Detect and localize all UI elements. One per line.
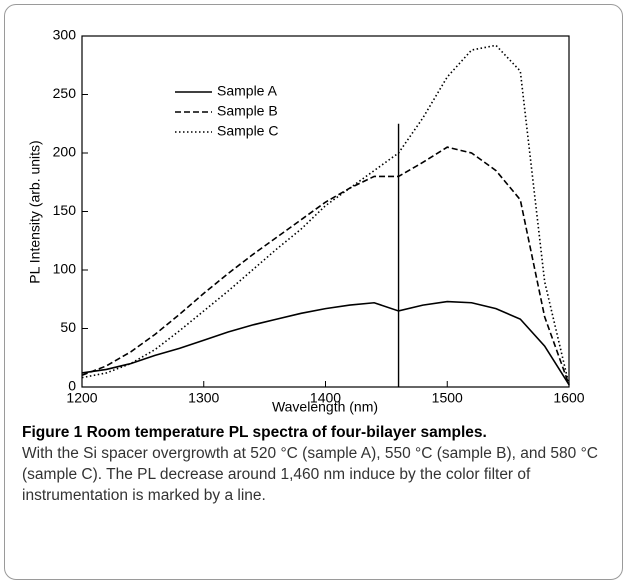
x-axis-label: Wavelength (nm)	[272, 399, 378, 415]
x-tick-label: 1500	[432, 390, 463, 406]
y-tick-label: 0	[68, 378, 76, 394]
y-tick-label: 50	[60, 319, 76, 335]
legend-label: Sample C	[217, 123, 278, 139]
x-tick-label: 1400	[310, 390, 341, 406]
y-tick-label: 300	[53, 27, 77, 43]
y-axis-label: PL Intensity (arb. units)	[27, 140, 43, 283]
caption-title: Figure 1 Room temperature PL spectra of …	[22, 424, 487, 441]
legend-label: Sample B	[217, 103, 278, 119]
figure-frame	[4, 4, 623, 580]
y-tick-label: 200	[53, 144, 77, 160]
caption: Figure 1 Room temperature PL spectra of …	[22, 422, 612, 506]
series-line	[81, 146, 570, 385]
x-tick-label: 1600	[553, 390, 584, 406]
y-tick-label: 100	[53, 261, 77, 277]
series-line	[81, 44, 570, 385]
legend-label: Sample A	[217, 83, 278, 99]
series-line	[81, 300, 570, 386]
y-tick-label: 250	[53, 85, 77, 101]
y-tick-label: 150	[53, 202, 77, 218]
caption-text: With the Si spacer overgrowth at 520 °C …	[22, 445, 598, 504]
chart: Wavelength (nm) PL Intensity (arb. units…	[27, 27, 585, 415]
x-tick-label: 1300	[188, 390, 219, 406]
x-tick-label: 1200	[66, 390, 97, 406]
